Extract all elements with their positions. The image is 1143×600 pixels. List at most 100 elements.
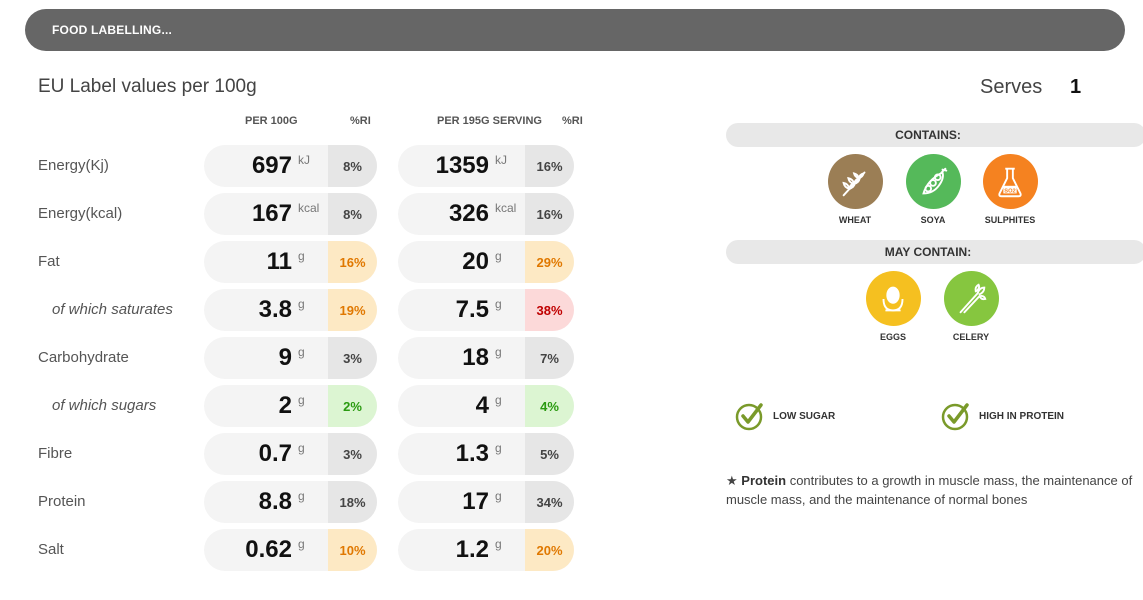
value-pill: 9 g 3% [204,337,377,379]
allergen-soya: SOYA [893,154,973,225]
value-number: 20 [462,248,489,275]
value-number: 3.8 [258,296,292,323]
allergen-name: SOYA [920,215,946,225]
value-number: 697 [251,152,292,179]
value-unit: g [495,393,502,407]
value-number: 1.3 [455,440,489,467]
ri-badge: 8% [328,193,377,235]
allergen-wheat: WHEAT [815,154,895,225]
value-pill: 1.3 g 5% [398,433,574,475]
serves-label: Serves [980,76,1043,98]
allergen-name: CELERY [952,332,990,342]
value-number: 1.2 [455,536,489,563]
claim-high-in-protein: HIGH IN PROTEIN [941,401,1064,431]
header-title: FOOD LABELLING... [52,23,173,37]
value-pill: 326 kcal 16% [398,193,574,235]
value-number: 4 [475,392,489,419]
value-number: 9 [278,344,292,371]
claim-label: LOW SUGAR [773,410,836,422]
protein-note: ★ Protein contributes to a growth in mus… [726,471,1143,509]
row-label: of which sugars [52,397,157,414]
value-cell: 1.3 g [398,433,525,475]
allergen-name: SULPHITES [984,215,1036,225]
note-line1: contributes to a growth in muscle mass, … [786,473,1133,488]
allergen-name: EGGS [879,332,906,342]
value-pill: 18 g 7% [398,337,574,379]
claim-label: HIGH IN PROTEIN [979,410,1065,422]
value-unit: kcal [495,201,517,215]
value-unit: g [298,489,305,503]
col-head-ri-100: %RI [350,115,371,127]
value-cell: 20 g [398,241,525,283]
value-unit: kcal [298,201,320,215]
row-label: Fat [38,253,60,270]
value-pill: 167 kcal 8% [204,193,377,235]
value-cell: 11 g [204,241,328,283]
ri-badge: 18% [328,481,377,523]
value-unit: g [495,537,502,551]
serves-value: 1 [1070,76,1082,98]
value-number: 8.8 [258,488,292,515]
value-unit: g [298,345,305,359]
ri-badge: 3% [328,337,377,379]
note-bold: Protein [741,473,787,488]
ri-badge: 16% [328,241,377,283]
value-number: 11 [266,248,292,275]
value-number: 2 [278,392,292,419]
celery-icon [943,271,999,326]
value-unit: g [298,297,305,311]
ri-badge: 3% [328,433,377,475]
value-cell: 18 g [398,337,525,379]
value-pill: 11 g 16% [204,241,377,283]
row-label: Fibre [38,445,73,462]
ri-badge: 29% [525,241,574,283]
value-cell: 8.8 g [204,481,328,523]
value-pill: 1.2 g 20% [398,529,574,571]
value-pill: 1359 kJ 16% [398,145,574,187]
row-label: Protein [38,493,86,510]
col-head-serving: PER 195G SERVING [437,115,542,127]
ri-badge: 2% [328,385,377,427]
value-unit: g [298,249,305,263]
ri-badge: 4% [525,385,574,427]
value-unit: kJ [495,153,507,167]
value-unit: kJ [298,153,310,167]
value-pill: 20 g 29% [398,241,574,283]
ri-badge: 20% [525,529,574,571]
row-label: Salt [38,541,64,558]
value-cell: 167 kcal [204,193,328,235]
value-number: 1359 [435,152,489,179]
value-unit: g [298,441,305,455]
ri-badge: 8% [328,145,377,187]
ri-badge: 10% [328,529,377,571]
wheat-icon [827,154,883,209]
row-label: of which saturates [52,301,173,318]
ri-badge: 7% [525,337,574,379]
note-line2: muscle mass, and the maintenance of norm… [726,492,1028,507]
eggs-icon [865,271,921,326]
ri-badge: 16% [525,145,574,187]
value-cell: 0.7 g [204,433,328,475]
row-label: Energy(Kj) [38,157,109,174]
ri-badge: 5% [525,433,574,475]
value-unit: g [298,537,305,551]
value-unit: g [495,441,502,455]
value-pill: 0.7 g 3% [204,433,377,475]
value-cell: 7.5 g [398,289,525,331]
value-number: 326 [448,200,489,227]
value-number: 0.7 [258,440,292,467]
value-cell: 0.62 g [204,529,328,571]
value-unit: g [298,393,305,407]
header-bar: FOOD LABELLING... [25,9,1125,51]
soya-icon [905,154,961,209]
value-pill: 7.5 g 38% [398,289,574,331]
allergen-eggs: EGGS [853,271,933,342]
allergen-celery: CELERY [931,271,1011,342]
value-unit: g [495,297,502,311]
allergen-sulphites: SO2 SULPHITES [970,154,1050,225]
value-number: 7.5 [455,296,489,323]
ri-badge: 19% [328,289,377,331]
value-cell: 3.8 g [204,289,328,331]
